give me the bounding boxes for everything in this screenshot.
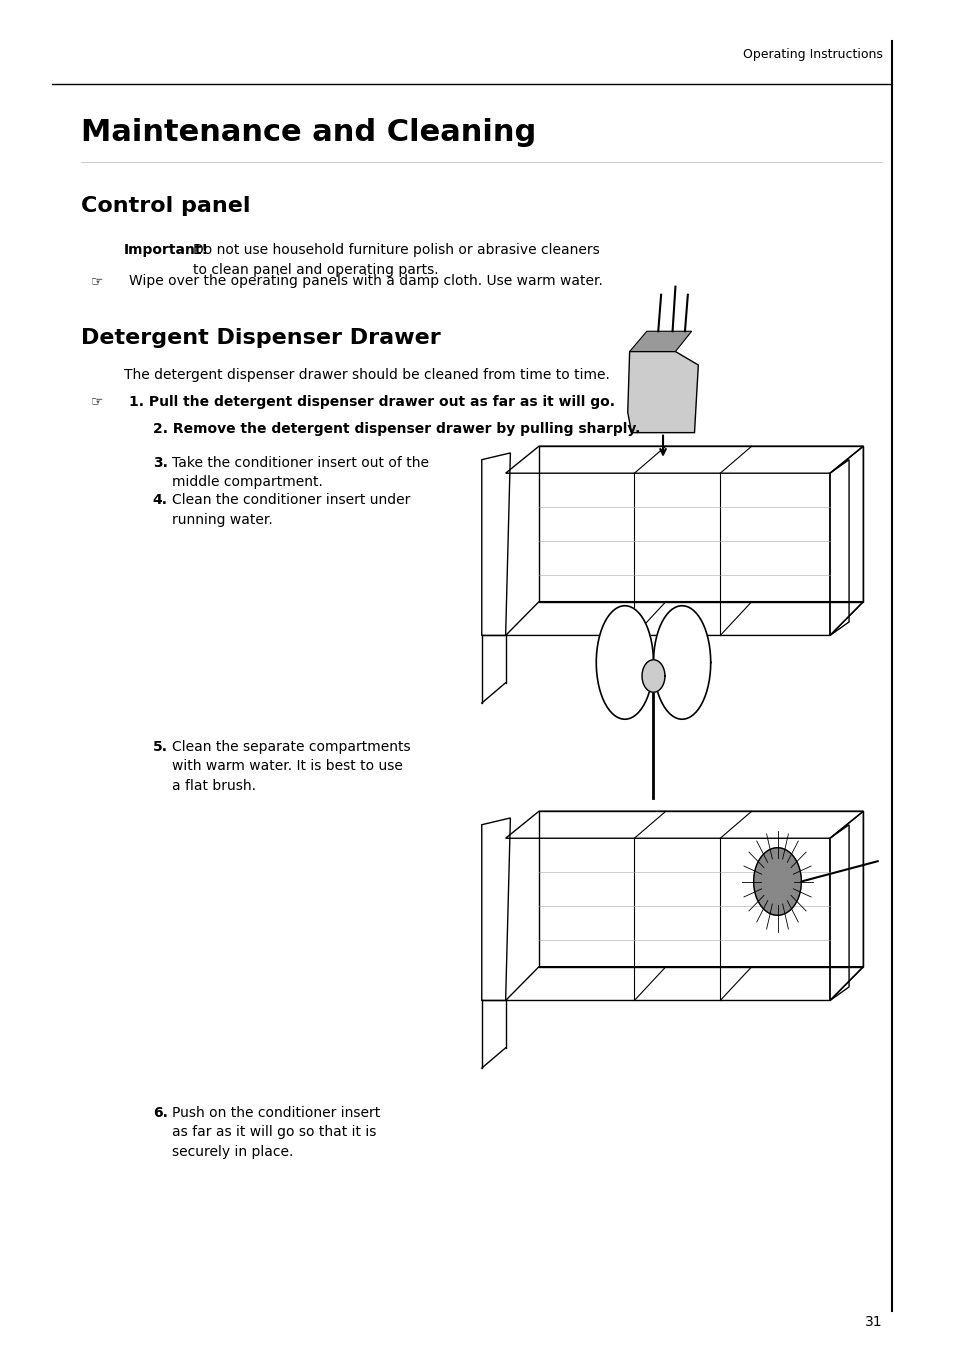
Text: Control panel: Control panel	[81, 196, 251, 215]
Text: Wipe over the operating panels with a damp cloth. Use warm water.: Wipe over the operating panels with a da…	[129, 274, 602, 288]
Text: Important!: Important!	[124, 243, 209, 257]
Polygon shape	[629, 331, 691, 352]
Text: 4.: 4.	[152, 493, 168, 507]
Text: ☞: ☞	[91, 395, 103, 408]
Text: Maintenance and Cleaning: Maintenance and Cleaning	[81, 118, 536, 147]
Text: Clean the separate compartments
with warm water. It is best to use
a flat brush.: Clean the separate compartments with war…	[172, 740, 410, 792]
Text: 2. Remove the detergent dispenser drawer by pulling sharply.: 2. Remove the detergent dispenser drawer…	[152, 422, 639, 435]
Text: Operating Instructions: Operating Instructions	[741, 47, 882, 61]
Polygon shape	[641, 660, 664, 692]
Text: 31: 31	[864, 1315, 882, 1329]
Text: ☞: ☞	[91, 274, 103, 288]
Text: 1. Pull the detergent dispenser drawer out as far as it will go.: 1. Pull the detergent dispenser drawer o…	[129, 395, 614, 408]
Text: 5.: 5.	[152, 740, 168, 753]
Polygon shape	[627, 352, 698, 433]
Text: 6.: 6.	[152, 1106, 168, 1119]
Text: Clean the conditioner insert under
running water.: Clean the conditioner insert under runni…	[172, 493, 410, 527]
Polygon shape	[596, 606, 653, 719]
Text: Push on the conditioner insert
as far as it will go so that it is
securely in pl: Push on the conditioner insert as far as…	[172, 1106, 379, 1159]
Text: The detergent dispenser drawer should be cleaned from time to time.: The detergent dispenser drawer should be…	[124, 368, 609, 381]
Text: Take the conditioner insert out of the
middle compartment.: Take the conditioner insert out of the m…	[172, 456, 428, 489]
Polygon shape	[753, 848, 801, 915]
Text: Do not use household furniture polish or abrasive cleaners
to clean panel and op: Do not use household furniture polish or…	[193, 243, 598, 277]
Polygon shape	[653, 606, 710, 719]
Text: Detergent Dispenser Drawer: Detergent Dispenser Drawer	[81, 329, 440, 347]
Text: 3.: 3.	[152, 456, 168, 469]
